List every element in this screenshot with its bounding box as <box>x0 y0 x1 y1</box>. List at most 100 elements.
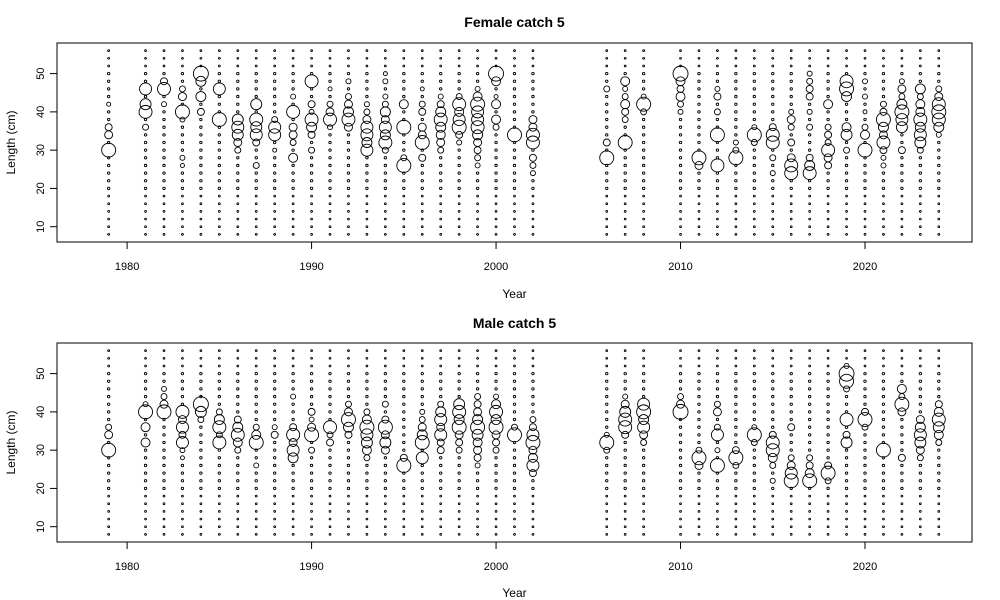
bubble-point <box>881 463 886 468</box>
bubble-point <box>642 232 645 236</box>
bubble-point <box>159 399 169 409</box>
bubble-point <box>402 94 406 99</box>
bubble-point <box>697 394 701 399</box>
bubble-point <box>309 71 314 76</box>
bubble-point <box>180 394 185 399</box>
bubble-point <box>734 517 738 521</box>
bubble-point <box>623 387 627 391</box>
bubble-point <box>845 525 848 529</box>
bubble-point <box>346 471 351 475</box>
bubble-point <box>784 158 799 173</box>
bubble-point <box>304 74 319 89</box>
bubble-point <box>789 502 793 506</box>
bubble-point <box>143 417 148 422</box>
bubble-point <box>641 387 646 391</box>
bubble-point <box>365 510 369 513</box>
bubble-point <box>381 100 389 108</box>
bubble-point <box>789 410 793 414</box>
bubble-point <box>716 194 719 198</box>
bubble-point <box>365 64 369 68</box>
bubble-point <box>254 517 258 521</box>
bubble-point <box>914 421 926 433</box>
bubble-point <box>531 510 535 513</box>
bubble-point <box>217 210 221 213</box>
bubble-point <box>365 463 369 468</box>
bubble-point <box>161 385 167 392</box>
bubble-point <box>880 154 887 161</box>
bubble-point <box>641 463 646 468</box>
bubble-point <box>932 421 945 434</box>
bubble-point <box>531 232 535 236</box>
bubble-point <box>937 486 941 491</box>
bubble-point <box>918 210 922 213</box>
bubble-point <box>697 471 701 475</box>
bubble-point <box>844 394 849 399</box>
bubble-point <box>734 486 738 491</box>
bubble-point <box>808 379 812 383</box>
bubble-point <box>365 232 369 236</box>
bubble-point <box>605 163 609 168</box>
bubble-point <box>839 412 854 427</box>
bubble-point <box>217 364 221 368</box>
bubble-point <box>211 112 227 127</box>
bubble-point <box>898 393 906 401</box>
bubble-point <box>363 101 370 108</box>
bubble-point <box>231 120 245 134</box>
bubble-point <box>328 71 332 76</box>
bubble-point <box>254 479 258 483</box>
bubble-point <box>452 404 467 419</box>
bubble-point <box>881 486 886 491</box>
bubble-point <box>488 65 505 82</box>
bubble-point <box>291 87 295 91</box>
bubble-point <box>605 148 609 152</box>
bubble-point <box>605 71 609 76</box>
bubble-point <box>420 394 424 399</box>
bubble-point <box>107 186 111 191</box>
bubble-point <box>881 471 886 475</box>
bubble-point <box>365 71 369 76</box>
bubble-point <box>512 417 517 422</box>
bubble-point <box>199 502 203 506</box>
bubble-point <box>937 64 941 68</box>
y-tick-label: 30 <box>35 444 47 456</box>
bubble-point <box>217 194 221 198</box>
bubble-point <box>439 479 443 483</box>
bubble-point <box>453 414 465 425</box>
bubble-point <box>289 423 298 432</box>
bubble-point <box>476 217 479 221</box>
bubble-point <box>677 393 684 401</box>
bubble-point <box>494 140 498 145</box>
bubble-point <box>457 502 461 506</box>
bubble-point <box>826 71 830 76</box>
bubble-point <box>254 210 258 213</box>
bubble-point <box>623 125 627 129</box>
bubble-point <box>162 502 166 506</box>
bubble-point <box>715 417 720 422</box>
bubble-point <box>455 130 464 139</box>
bubble-point <box>734 502 738 506</box>
bubble-point <box>881 186 886 191</box>
bubble-point <box>844 448 849 452</box>
bubble-point <box>180 179 185 183</box>
bubble-point <box>291 517 295 521</box>
bubble-point <box>531 87 535 91</box>
bubble-point <box>290 93 297 100</box>
bubble-point <box>605 486 609 491</box>
bubble-point <box>268 120 282 134</box>
bubble-point <box>472 129 484 141</box>
bubble-point <box>162 425 166 429</box>
bubble-point <box>273 410 277 414</box>
bubble-point <box>697 440 701 445</box>
bubble-point <box>402 186 406 191</box>
bubble-point <box>439 163 443 168</box>
bubble-point <box>162 532 166 536</box>
bubble-point <box>918 402 922 406</box>
bubble-point <box>897 407 907 417</box>
bubble-point <box>900 179 904 183</box>
bubble-point <box>789 64 793 68</box>
bubble-point <box>199 525 203 529</box>
bubble-point <box>675 76 686 87</box>
bubble-point <box>715 394 720 399</box>
bubble-point <box>217 356 221 360</box>
bubble-point <box>672 403 689 420</box>
